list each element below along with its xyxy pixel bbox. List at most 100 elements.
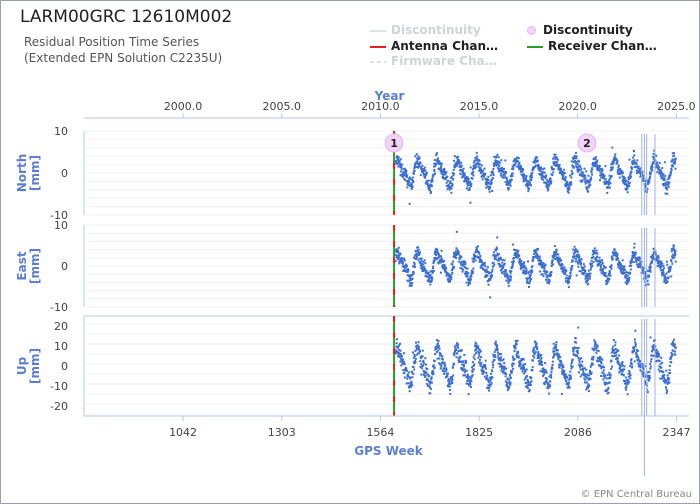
data-point [562, 366, 565, 369]
data-point [460, 255, 463, 258]
data-point [563, 266, 566, 269]
data-point [426, 368, 429, 371]
data-point [569, 277, 572, 280]
data-point [548, 282, 551, 285]
data-point [398, 344, 401, 347]
data-point [507, 282, 510, 285]
data-point [599, 174, 602, 177]
data-point [550, 376, 553, 379]
data-point [456, 342, 459, 345]
data-point [581, 179, 584, 182]
data-point [521, 266, 524, 269]
data-point [397, 246, 400, 249]
legend-item-discontinuity-line[interactable]: Discontinuity [370, 23, 481, 37]
data-point [398, 352, 401, 355]
data-point [414, 357, 417, 360]
data-point [520, 166, 523, 169]
legend-item-firmware-change[interactable]: Firmware Cha… [370, 54, 497, 68]
data-point [498, 365, 501, 368]
data-point [610, 367, 613, 370]
data-point [439, 163, 442, 166]
data-point [444, 269, 447, 272]
data-point [643, 275, 646, 278]
data-point [572, 252, 575, 255]
data-point [618, 354, 621, 357]
data-point [607, 180, 610, 183]
east-data-points [394, 230, 677, 299]
data-point [410, 283, 413, 286]
data-point [586, 187, 589, 190]
legend-item-discontinuity-marker[interactable]: Discontinuity [527, 23, 633, 37]
data-point [420, 373, 423, 376]
data-point [524, 184, 527, 187]
legend-item-receiver-change[interactable]: Receiver Chan… [527, 39, 657, 53]
data-point [471, 167, 474, 170]
data-point [660, 265, 663, 268]
data-point [402, 369, 405, 372]
data-point [481, 178, 484, 181]
data-point [564, 178, 567, 181]
data-point [575, 341, 578, 344]
data-point [636, 263, 639, 266]
data-point [459, 267, 462, 270]
data-point [587, 282, 590, 285]
data-point [602, 369, 605, 372]
data-point [621, 175, 624, 178]
data-point [543, 371, 546, 374]
data-point [630, 264, 633, 267]
data-point [671, 257, 674, 260]
data-point [530, 380, 533, 383]
data-point [491, 270, 494, 273]
data-point [666, 263, 669, 266]
data-point [562, 171, 565, 174]
data-point [673, 338, 676, 341]
data-point [433, 258, 436, 261]
data-point [525, 269, 528, 272]
data-point [493, 350, 496, 353]
data-point [637, 165, 640, 168]
data-point [642, 271, 645, 274]
data-point [505, 372, 508, 375]
data-point [592, 358, 595, 361]
data-point [443, 177, 446, 180]
data-point [399, 162, 402, 165]
data-point [511, 243, 514, 246]
data-point [573, 353, 576, 356]
data-point [530, 270, 533, 273]
data-point [430, 185, 433, 188]
data-point [446, 375, 449, 378]
data-point [628, 181, 631, 184]
data-point [594, 341, 597, 344]
data-point [450, 191, 453, 194]
data-point [519, 263, 522, 266]
data-point [497, 362, 500, 365]
legend-item-antenna-change[interactable]: Antenna Chan… [370, 39, 498, 53]
data-point [657, 359, 660, 362]
data-point [457, 250, 460, 253]
data-point [405, 265, 408, 268]
data-point [655, 351, 658, 354]
data-point [410, 188, 413, 191]
data-point [400, 258, 403, 261]
data-point [585, 170, 588, 173]
data-point [394, 260, 397, 263]
data-point [440, 365, 443, 368]
data-point [625, 276, 628, 279]
data-point [519, 261, 522, 264]
data-point [542, 275, 545, 278]
data-point [564, 182, 567, 185]
data-point [492, 265, 495, 268]
data-point [467, 393, 470, 396]
data-point [605, 180, 608, 183]
data-point [488, 376, 491, 379]
data-point [658, 355, 661, 358]
data-point [508, 381, 511, 384]
data-point [637, 167, 640, 170]
data-point [617, 166, 620, 169]
data-point [606, 282, 609, 285]
data-point [662, 264, 665, 267]
data-point [449, 273, 452, 276]
data-point [471, 270, 474, 273]
data-point [463, 365, 466, 368]
data-point [411, 281, 414, 284]
